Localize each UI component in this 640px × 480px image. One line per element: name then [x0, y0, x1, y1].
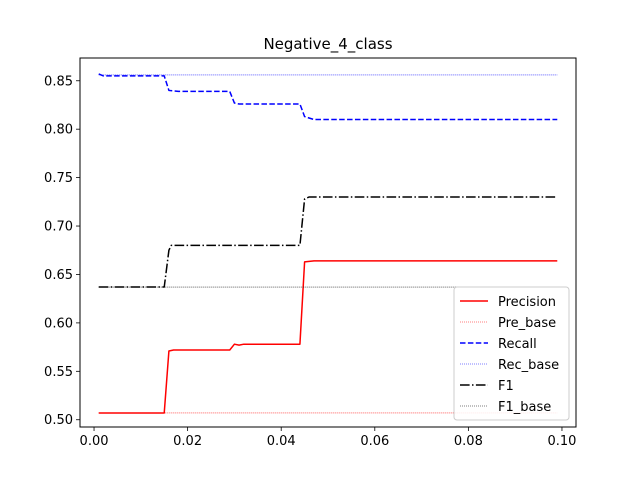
x-tick-label: 0.02 [173, 434, 202, 449]
x-tick-label: 0.08 [454, 434, 483, 449]
series-line-f1 [98, 196, 558, 288]
legend: Precision Pre_base Recall Rec_base F1 F1_base [453, 286, 570, 421]
x-tick-label: 0.04 [267, 434, 296, 449]
chart-title: Negative_4_class [263, 35, 392, 54]
series-line-precision [98, 260, 558, 414]
y-axis: 0.50 0.55 0.60 0.65 0.70 0.75 0.80 0.85 [44, 74, 80, 428]
legend-label: Precision [498, 295, 556, 310]
legend-label: Pre_base [498, 316, 556, 331]
y-tick-label: 0.65 [44, 268, 73, 283]
x-tick-label: 0.00 [80, 434, 109, 449]
y-tick-label: 0.85 [44, 74, 73, 89]
x-axis: 0.00 0.02 0.04 0.06 0.08 0.10 [80, 427, 576, 449]
legend-label: Recall [498, 337, 537, 352]
y-tick-label: 0.50 [44, 413, 73, 428]
x-tick-label: 0.06 [360, 434, 389, 449]
y-tick-label: 0.75 [44, 171, 73, 186]
legend-label: F1 [498, 379, 514, 394]
plot-frame [79, 57, 577, 428]
legend-label: Rec_base [498, 358, 559, 373]
legend-box [453, 286, 570, 421]
x-tick-label: 0.10 [547, 434, 576, 449]
y-tick-label: 0.80 [44, 123, 73, 138]
y-tick-label: 0.70 [44, 220, 73, 235]
legend-label: F1_base [498, 400, 551, 415]
y-tick-label: 0.55 [44, 365, 73, 380]
series-line-recall [98, 73, 558, 121]
y-tick-label: 0.60 [44, 316, 73, 331]
